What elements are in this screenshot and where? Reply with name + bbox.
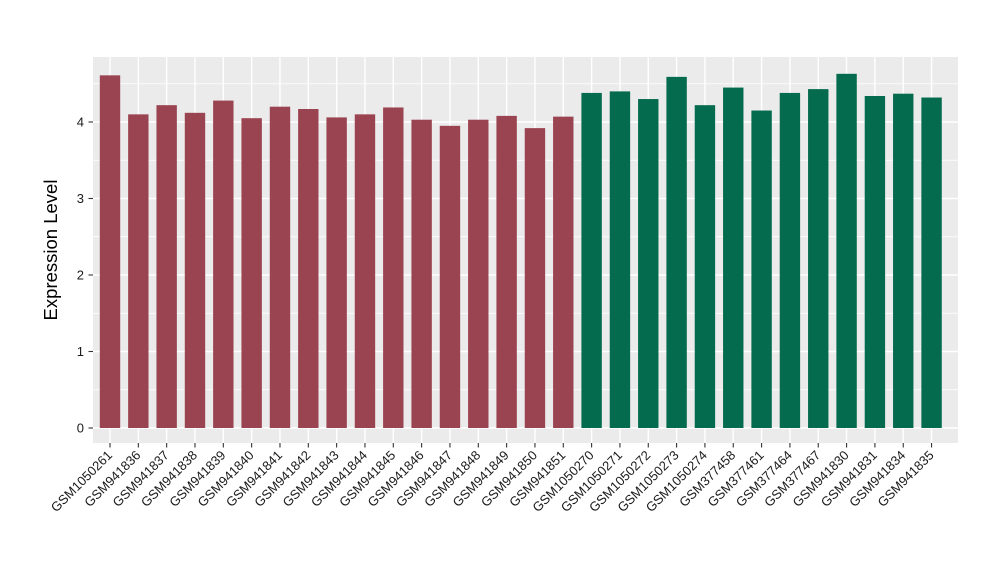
y-tick-label-1: 1 <box>77 344 84 359</box>
bar-GSM1050274 <box>694 105 716 429</box>
y-tick-label-2: 2 <box>77 268 84 283</box>
bar-GSM941841 <box>269 106 291 428</box>
bar-GSM941836 <box>128 114 149 428</box>
bar-GSM1050272 <box>638 99 659 429</box>
bar-GSM941843 <box>326 117 347 428</box>
bar-GSM941839 <box>213 100 234 428</box>
y-tick-label-3: 3 <box>77 191 84 206</box>
bar-GSM941834 <box>893 93 914 428</box>
bar-GSM941847 <box>439 125 461 428</box>
y-tick-label-0: 0 <box>77 421 84 436</box>
bar-GSM941837 <box>156 105 177 429</box>
bar-GSM377458 <box>723 87 744 428</box>
bar-GSM941844 <box>354 114 376 428</box>
bar-GSM941846 <box>411 119 432 428</box>
bar-GSM1050261 <box>99 75 121 429</box>
bar-GSM941849 <box>496 115 517 428</box>
bar-GSM1050273 <box>666 76 687 429</box>
bar-GSM941851 <box>553 116 574 429</box>
bar-GSM941831 <box>864 95 886 429</box>
bar-GSM377461 <box>751 110 772 429</box>
bar-GSM1050271 <box>609 91 631 429</box>
bar-GSM377467 <box>808 89 829 428</box>
bar-GSM1050270 <box>581 92 602 429</box>
y-tick-label-4: 4 <box>77 115 84 130</box>
bar-GSM941848 <box>468 119 489 428</box>
y-axis-title: Expression Level <box>40 180 61 321</box>
bar-GSM941840 <box>241 118 262 429</box>
bar-GSM941842 <box>298 108 319 429</box>
bar-GSM377464 <box>779 92 801 429</box>
bar-GSM941830 <box>836 73 857 429</box>
bar-GSM941835 <box>921 97 942 429</box>
bar-GSM941850 <box>524 128 546 428</box>
bar-GSM941838 <box>184 112 206 428</box>
bar-GSM941845 <box>383 107 404 428</box>
